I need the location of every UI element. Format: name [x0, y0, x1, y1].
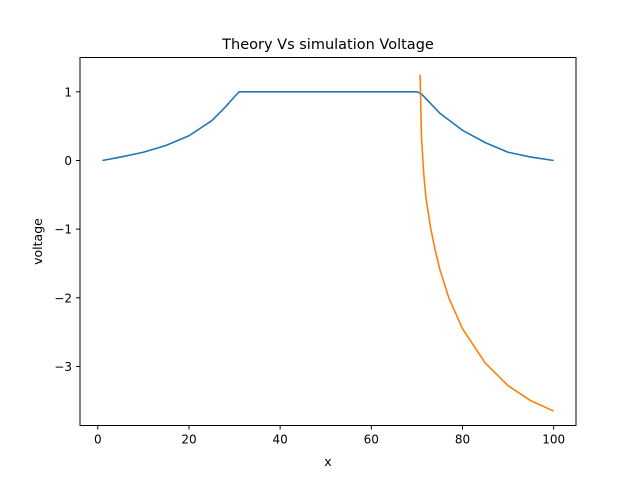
plot-area — [102, 74, 554, 412]
x-tick-label: 100 — [542, 433, 565, 447]
y-tick-label: 0 — [64, 154, 72, 168]
y-axis: 1 0 −1 −2 −3 — [54, 85, 80, 374]
x-tick-label: 0 — [94, 433, 102, 447]
y-axis-label: voltage — [30, 218, 45, 265]
series-line-1 — [102, 91, 554, 162]
y-tick-label: −1 — [54, 223, 72, 237]
axes-frame — [79, 57, 577, 426]
x-tick-label: 20 — [181, 433, 196, 447]
x-tick-label: 80 — [455, 433, 470, 447]
x-tick-label: 60 — [364, 433, 379, 447]
y-tick-label: −3 — [54, 360, 72, 374]
series-line-2 — [419, 74, 554, 412]
y-tick-label: 1 — [64, 85, 72, 99]
y-tick-label: −2 — [54, 291, 72, 305]
chart-title: Theory Vs simulation Voltage — [221, 37, 434, 53]
x-axis-label: x — [324, 454, 331, 469]
x-axis: 0 20 40 60 80 100 — [94, 425, 565, 447]
x-tick-label: 40 — [272, 433, 287, 447]
